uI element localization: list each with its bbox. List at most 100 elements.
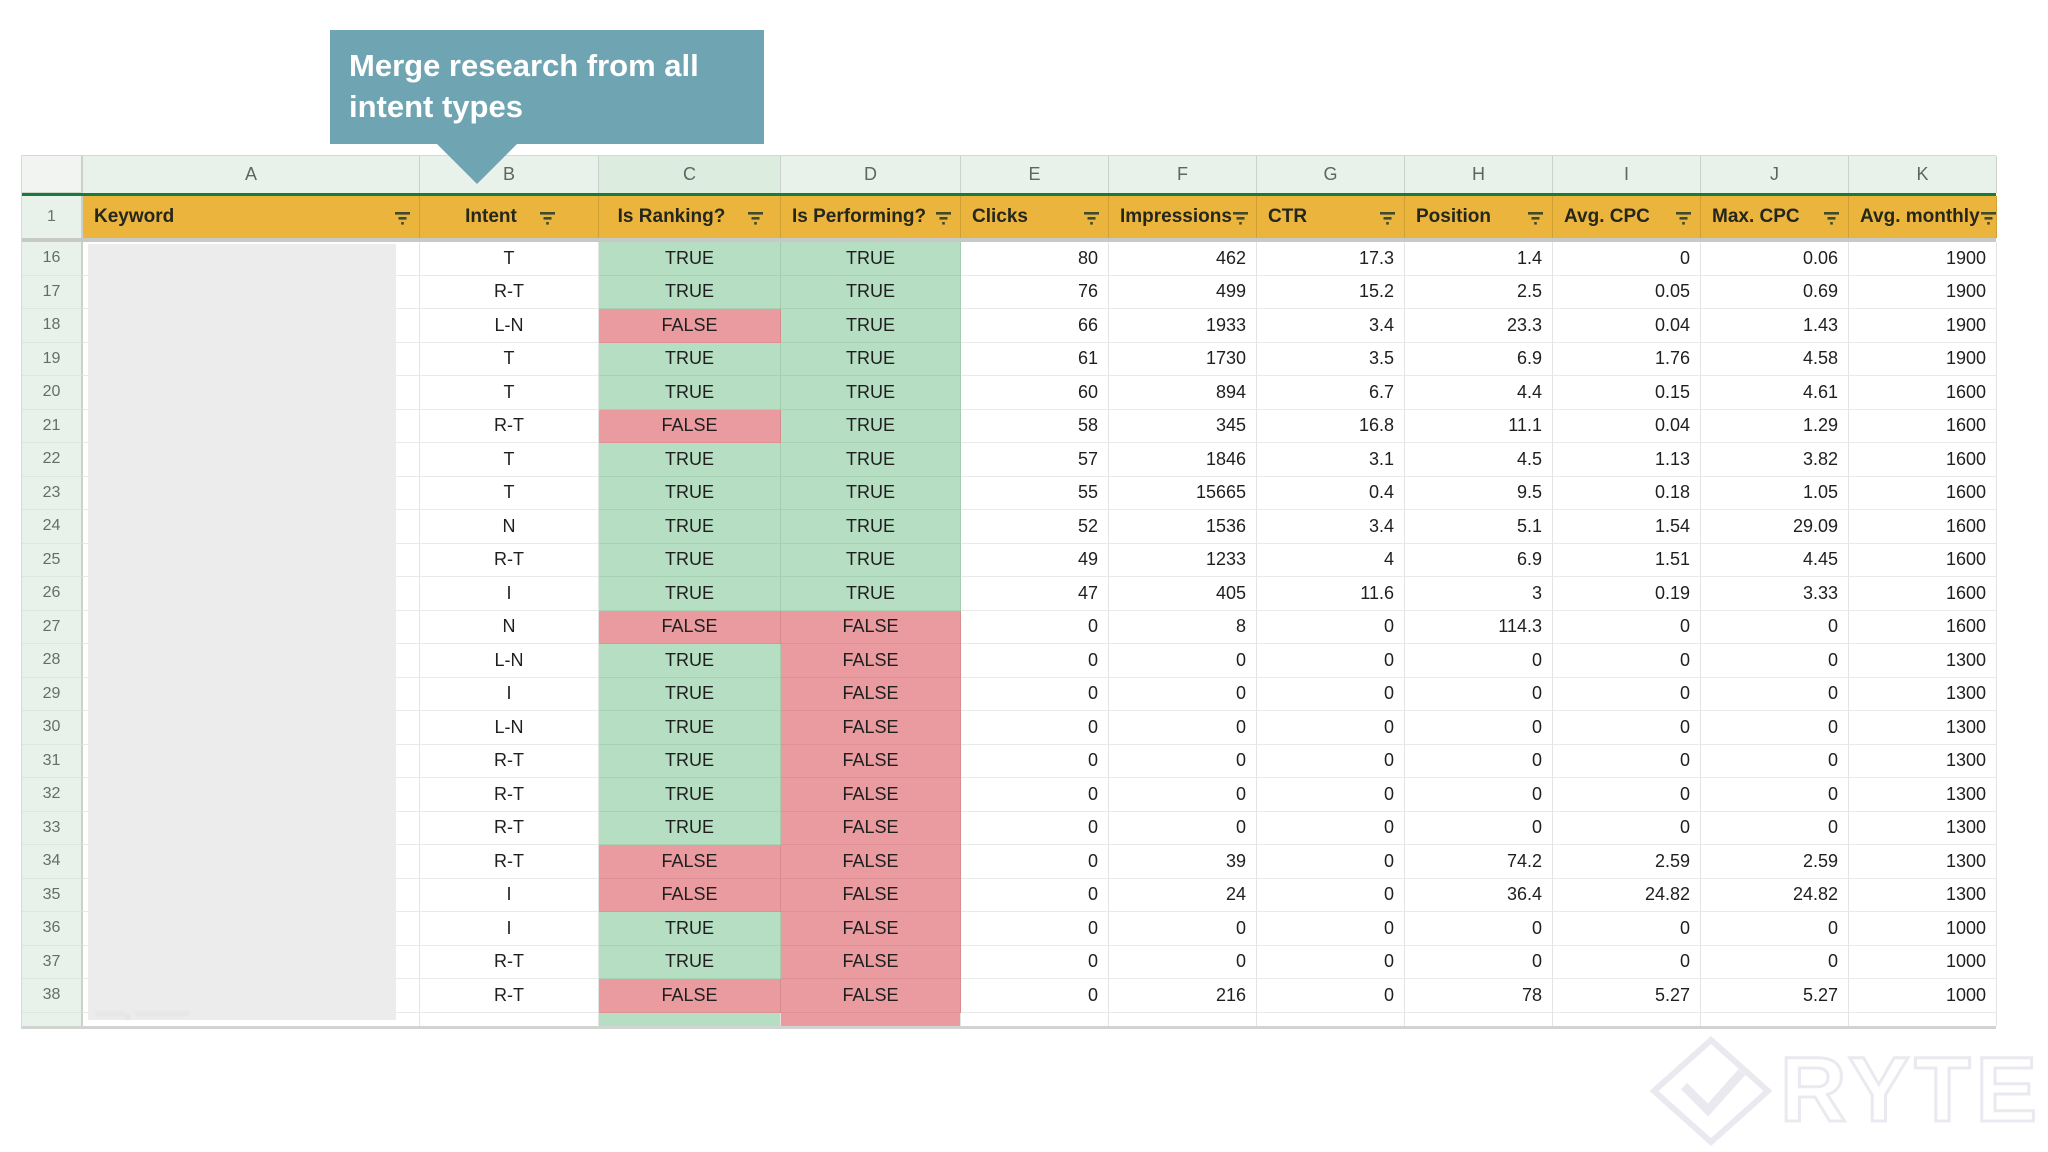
cell-clicks[interactable]: 0 (961, 644, 1109, 678)
row-number[interactable]: 24 (22, 510, 83, 544)
cell-is-ranking[interactable]: FALSE (599, 309, 781, 343)
frozen-row-divider[interactable] (22, 238, 1996, 242)
cell-avg-monthly[interactable]: 1600 (1849, 476, 1997, 510)
cell-max-cpc[interactable]: 0 (1701, 811, 1849, 845)
cell-impressions[interactable]: 462 (1109, 242, 1257, 276)
cell-max-cpc[interactable]: 0 (1701, 677, 1849, 711)
cell-clicks[interactable]: 57 (961, 443, 1109, 477)
cell-max-cpc[interactable]: 5.27 (1701, 979, 1849, 1013)
cell-clicks[interactable]: 80 (961, 242, 1109, 276)
cell-is-performing[interactable]: TRUE (781, 376, 961, 410)
cell-impressions[interactable]: 39 (1109, 845, 1257, 879)
row-number[interactable]: 27 (22, 610, 83, 644)
cell-is-performing[interactable]: TRUE (781, 476, 961, 510)
cell-max-cpc[interactable]: 29.09 (1701, 510, 1849, 544)
cell-avg-monthly[interactable]: 1600 (1849, 409, 1997, 443)
cell-clicks[interactable]: 58 (961, 409, 1109, 443)
cell-is-performing[interactable]: FALSE (781, 811, 961, 845)
cell-impressions[interactable]: 1933 (1109, 309, 1257, 343)
cell-intent[interactable]: I (420, 912, 599, 946)
row-number[interactable]: 29 (22, 677, 83, 711)
cell-avg-cpc[interactable]: 1.51 (1553, 543, 1701, 577)
cell-avg-cpc[interactable]: 0 (1553, 644, 1701, 678)
cell-ctr[interactable]: 0 (1257, 677, 1405, 711)
cell-max-cpc[interactable]: 4.45 (1701, 543, 1849, 577)
cell-ctr[interactable]: 0 (1257, 811, 1405, 845)
cell-max-cpc[interactable]: 4.61 (1701, 376, 1849, 410)
cell-clicks[interactable]: 49 (961, 543, 1109, 577)
cell-position[interactable]: 6.9 (1405, 543, 1553, 577)
cell-clicks[interactable]: 76 (961, 275, 1109, 309)
cell-avg-monthly[interactable]: 1600 (1849, 376, 1997, 410)
cell-is-performing[interactable]: TRUE (781, 543, 961, 577)
cell-impressions[interactable]: 216 (1109, 979, 1257, 1013)
cell-avg-cpc[interactable]: 1.76 (1553, 342, 1701, 376)
cell-ctr[interactable]: 0 (1257, 845, 1405, 879)
cell-avg-cpc[interactable]: 1.13 (1553, 443, 1701, 477)
cell-impressions[interactable]: 1730 (1109, 342, 1257, 376)
row-number[interactable]: 1 (22, 196, 83, 238)
column-header-intent[interactable]: Intent (420, 196, 599, 238)
cell-position[interactable]: 0 (1405, 945, 1553, 979)
filter-icon[interactable] (1379, 210, 1396, 225)
cell-is-ranking[interactable]: TRUE (599, 811, 781, 845)
cell-max-cpc[interactable]: 0 (1701, 912, 1849, 946)
cell-clicks[interactable]: 0 (961, 677, 1109, 711)
cell-is-performing[interactable]: FALSE (781, 644, 961, 678)
cell-ctr[interactable]: 0 (1257, 945, 1405, 979)
cell-clicks[interactable]: 66 (961, 309, 1109, 343)
cell-is-ranking[interactable]: TRUE (599, 577, 781, 611)
cell-position[interactable]: 114.3 (1405, 610, 1553, 644)
cell-avg-cpc[interactable]: 0 (1553, 610, 1701, 644)
cell-impressions[interactable]: 1846 (1109, 443, 1257, 477)
column-letter-i[interactable]: I (1553, 156, 1701, 193)
cell-clicks[interactable]: 61 (961, 342, 1109, 376)
cell-clicks[interactable]: 60 (961, 376, 1109, 410)
cell-impressions[interactable]: 0 (1109, 677, 1257, 711)
cell-avg-monthly[interactable]: 1300 (1849, 811, 1997, 845)
cell-position[interactable]: 0 (1405, 644, 1553, 678)
cell-position[interactable]: 4.4 (1405, 376, 1553, 410)
cell-ctr[interactable]: 0 (1257, 711, 1405, 745)
cell-ctr[interactable]: 0 (1257, 644, 1405, 678)
cell-ctr[interactable]: 3.5 (1257, 342, 1405, 376)
cell-avg-monthly[interactable]: 1000 (1849, 979, 1997, 1013)
row-number[interactable]: 28 (22, 644, 83, 678)
cell-avg-cpc[interactable]: 0 (1553, 912, 1701, 946)
cell-ctr[interactable]: 6.7 (1257, 376, 1405, 410)
cell-impressions[interactable]: 0 (1109, 811, 1257, 845)
cell-impressions[interactable]: 345 (1109, 409, 1257, 443)
filter-icon[interactable] (1083, 210, 1100, 225)
cell-max-cpc[interactable]: 1.05 (1701, 476, 1849, 510)
cell-is-ranking[interactable]: FALSE (599, 610, 781, 644)
row-number[interactable]: 21 (22, 409, 83, 443)
cell-is-ranking[interactable]: FALSE (599, 979, 781, 1013)
cell-is-performing[interactable]: FALSE (781, 912, 961, 946)
cell-max-cpc[interactable]: 0 (1701, 644, 1849, 678)
column-letter-h[interactable]: H (1405, 156, 1553, 193)
cell-clicks[interactable]: 0 (961, 610, 1109, 644)
cell-clicks[interactable]: 0 (961, 878, 1109, 912)
filter-icon[interactable] (1232, 210, 1249, 225)
row-number[interactable]: 31 (22, 744, 83, 778)
cell-impressions[interactable]: 0 (1109, 744, 1257, 778)
cell-is-ranking[interactable]: TRUE (599, 744, 781, 778)
cell-is-performing[interactable]: FALSE (781, 845, 961, 879)
row-number[interactable]: 30 (22, 711, 83, 745)
cell-avg-monthly[interactable]: 1300 (1849, 711, 1997, 745)
row-number[interactable]: 26 (22, 577, 83, 611)
cell-is-ranking[interactable]: FALSE (599, 845, 781, 879)
cell-is-performing[interactable]: TRUE (781, 577, 961, 611)
cell-position[interactable]: 0 (1405, 912, 1553, 946)
cell-ctr[interactable]: 16.8 (1257, 409, 1405, 443)
cell-intent[interactable]: T (420, 376, 599, 410)
row-number[interactable]: 25 (22, 543, 83, 577)
cell-position[interactable]: 74.2 (1405, 845, 1553, 879)
cell-intent[interactable]: L-N (420, 309, 599, 343)
sheet-corner-cell[interactable] (22, 156, 83, 193)
cell-position[interactable]: 11.1 (1405, 409, 1553, 443)
cell-intent[interactable]: T (420, 342, 599, 376)
column-header-is-ranking[interactable]: Is Ranking? (599, 196, 781, 238)
cell-is-performing[interactable]: TRUE (781, 443, 961, 477)
cell-avg-cpc[interactable]: 0 (1553, 242, 1701, 276)
